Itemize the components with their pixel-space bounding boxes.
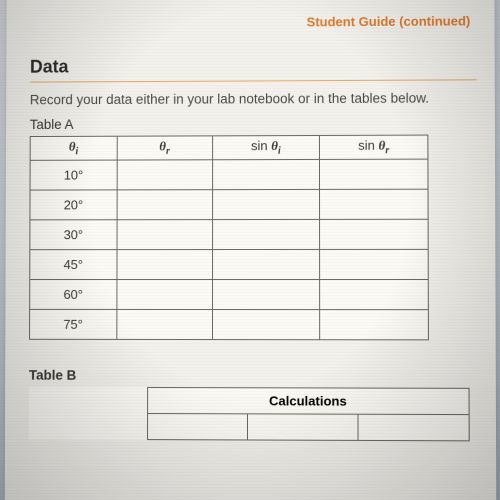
- col-theta-i: θi: [30, 136, 117, 160]
- empty-cell: [212, 219, 320, 249]
- empty-cell: [117, 280, 212, 310]
- table-b: Calculations: [29, 387, 470, 442]
- empty-cell: [148, 414, 248, 440]
- empty-cell: [117, 309, 212, 339]
- table-b-header-row: Calculations: [29, 387, 469, 414]
- section-title: Data: [30, 54, 477, 77]
- worksheet-page: Student Guide (continued) Data Record yo…: [5, 0, 497, 500]
- empty-cell: [320, 189, 428, 219]
- table-row: 60°: [30, 279, 429, 309]
- empty-cell: [320, 219, 428, 249]
- table-b-row: [29, 413, 469, 441]
- empty-cell: [117, 220, 212, 250]
- empty-cell: [320, 249, 428, 279]
- header-continued: Student Guide (continued): [30, 13, 476, 31]
- theta-i-cell: 45°: [30, 250, 117, 280]
- table-row: 30°: [30, 219, 428, 249]
- table-row: 75°: [30, 309, 429, 339]
- table-row: 45°: [30, 249, 429, 279]
- empty-cell: [212, 159, 320, 189]
- table-b-label: Table B: [29, 368, 478, 384]
- table-row: 10°: [30, 159, 428, 190]
- section-rule: [30, 79, 477, 82]
- empty-cell: [212, 280, 320, 310]
- empty-cell: [248, 414, 358, 441]
- blank-corner: [29, 387, 148, 413]
- empty-cell: [117, 160, 212, 190]
- empty-cell: [212, 249, 320, 279]
- empty-cell: [212, 189, 320, 219]
- col-sin-theta-r: sin θr: [320, 135, 428, 159]
- blank-cell: [29, 413, 148, 439]
- empty-cell: [117, 190, 212, 220]
- col-theta-r: θr: [117, 136, 212, 160]
- table-a-header-row: θi θr sin θi sin θr: [30, 135, 428, 160]
- theta-i-cell: 30°: [30, 220, 117, 250]
- theta-i-cell: 10°: [30, 160, 117, 190]
- col-sin-theta-i: sin θi: [212, 135, 320, 159]
- calculations-header: Calculations: [148, 387, 469, 414]
- empty-cell: [358, 414, 469, 441]
- table-a-label: Table A: [30, 115, 477, 132]
- empty-cell: [212, 310, 320, 340]
- empty-cell: [320, 279, 428, 309]
- theta-i-cell: 60°: [30, 280, 117, 310]
- table-row: 20°: [30, 189, 428, 220]
- instruction-text: Record your data either in your lab note…: [30, 90, 477, 107]
- empty-cell: [320, 310, 429, 340]
- empty-cell: [320, 159, 428, 189]
- theta-i-cell: 75°: [30, 309, 117, 339]
- theta-i-cell: 20°: [30, 190, 117, 220]
- table-a: θi θr sin θi sin θr 10° 20° 30° 45° 60° …: [29, 135, 429, 341]
- empty-cell: [117, 250, 212, 280]
